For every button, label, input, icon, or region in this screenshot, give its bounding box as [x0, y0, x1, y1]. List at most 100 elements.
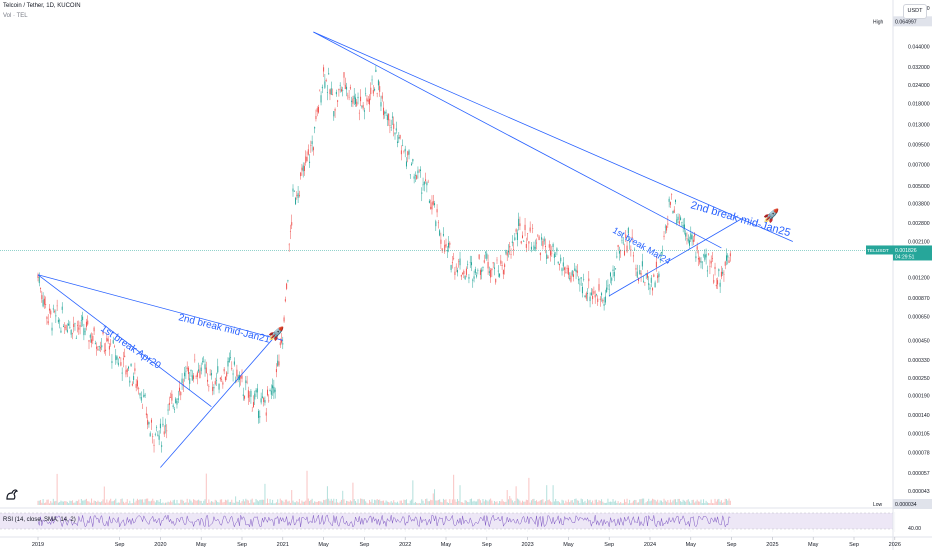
volume-bar	[374, 499, 376, 505]
volume-bar	[386, 501, 388, 505]
candle-body	[74, 323, 76, 325]
candle-body	[110, 343, 112, 345]
candle-body	[184, 372, 186, 377]
volume-bar	[105, 502, 107, 505]
candle-body	[224, 376, 226, 381]
candle-body	[635, 268, 637, 270]
volume-bar	[522, 500, 523, 505]
volume-bar	[652, 498, 654, 505]
candle-body	[427, 181, 429, 183]
candle-body	[648, 283, 650, 286]
candle-body	[175, 398, 177, 404]
volume-bar	[138, 500, 140, 505]
volume-bar	[552, 485, 554, 505]
volume-bar	[564, 503, 566, 505]
current-price-value: 0.001826	[895, 248, 917, 254]
volume-bar	[624, 499, 625, 505]
volume-bar	[690, 503, 692, 505]
candle-body	[93, 327, 95, 332]
volume-bar	[666, 501, 668, 505]
candle-body	[606, 287, 608, 293]
candle-body	[608, 288, 610, 290]
candle-body	[486, 253, 488, 259]
candle-body	[126, 369, 128, 372]
volume-bar	[420, 503, 421, 505]
volume-bar	[487, 501, 489, 505]
volume-bar	[189, 499, 191, 505]
candle-body	[692, 239, 694, 242]
candle-body	[485, 251, 487, 253]
volume-bar	[468, 502, 470, 505]
volume-bar	[264, 483, 266, 505]
candle-body	[474, 269, 476, 273]
candle-body	[48, 308, 50, 311]
candle-body	[490, 269, 492, 278]
candle-body	[678, 221, 680, 224]
currency-button[interactable]: USDT	[903, 4, 927, 19]
volume-bar	[584, 500, 586, 505]
volume-bar	[613, 501, 615, 505]
candle-body	[520, 241, 522, 244]
price-tick-label: 0.000190	[908, 394, 930, 400]
candle-body	[676, 219, 678, 224]
candle-body	[273, 386, 275, 394]
candle-body	[408, 150, 410, 155]
candle-body	[629, 241, 631, 243]
candle-body	[607, 285, 609, 287]
candle-body	[441, 248, 443, 251]
candle-body	[334, 108, 336, 111]
rocket-icon: 🚀	[763, 208, 779, 224]
low-price-tag-value: 0.000034	[895, 502, 917, 508]
candle-body	[217, 366, 219, 373]
candle-body	[727, 255, 729, 258]
candle-body	[455, 266, 457, 268]
volume-bar	[569, 502, 571, 505]
candle-body	[481, 269, 483, 273]
volume-bar	[274, 503, 276, 505]
volume-bar	[561, 499, 563, 505]
candle-body	[161, 445, 163, 447]
volume-bar	[348, 501, 350, 505]
volume-bar	[269, 499, 271, 505]
candle-body	[193, 375, 195, 380]
price-tick-label: 0.000650	[908, 315, 930, 321]
volume-bar	[425, 499, 427, 505]
volume-bar	[720, 500, 722, 505]
volume-bar	[539, 500, 541, 505]
candle-body	[214, 381, 216, 385]
candle-body	[583, 279, 585, 280]
candle-body	[333, 111, 335, 117]
candle-body	[360, 96, 362, 102]
volume-bar	[520, 502, 522, 505]
volume-bar	[99, 502, 101, 505]
volume-bar	[213, 502, 215, 505]
volume-bar	[411, 499, 413, 505]
volume-bar	[473, 500, 475, 505]
volume-bar	[723, 501, 725, 505]
candle-body	[194, 359, 196, 361]
candle-body	[129, 380, 131, 383]
price-tick-label: 0.002800	[908, 221, 930, 227]
volume-bar	[54, 501, 56, 505]
volume-bar	[200, 500, 202, 505]
current-price-bg	[893, 245, 932, 261]
volume-bar	[340, 499, 342, 505]
candle-body	[310, 145, 312, 146]
candle-body	[630, 249, 632, 251]
volume-bar	[111, 501, 113, 505]
candle-body	[532, 228, 534, 229]
volume-bar	[107, 502, 109, 505]
candle-body	[682, 224, 684, 227]
candle-body	[85, 321, 87, 327]
volume-bar	[165, 502, 166, 505]
candle-body	[613, 271, 615, 277]
candle-body	[644, 282, 646, 283]
candle-body	[361, 106, 363, 107]
candle-body	[601, 293, 603, 296]
candle-body	[463, 270, 465, 275]
volume-bar	[527, 500, 529, 505]
time-tick-label: May	[686, 542, 697, 548]
price-candles	[37, 64, 731, 453]
volume-bar	[459, 485, 461, 505]
